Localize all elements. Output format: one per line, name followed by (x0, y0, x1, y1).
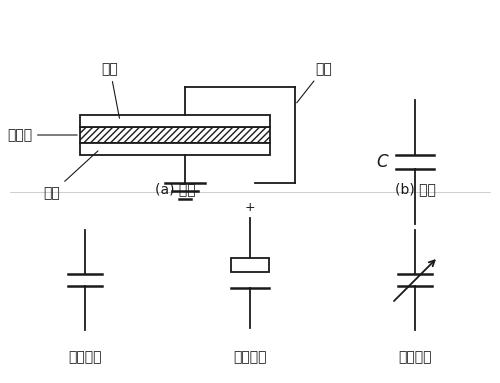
Text: 固定电容: 固定电容 (68, 350, 102, 364)
Text: 电解电容: 电解电容 (233, 350, 267, 364)
Bar (80, 143, 270, 155)
Bar (80, 115, 270, 127)
Text: (a) 结构: (a) 结构 (154, 182, 196, 196)
Text: C: C (376, 153, 388, 171)
Text: (b) 符号: (b) 符号 (394, 182, 436, 196)
Bar (231, 258, 269, 272)
Text: 可变电容: 可变电容 (398, 350, 432, 364)
Text: 电极: 电极 (102, 62, 119, 118)
Text: 电极: 电极 (44, 151, 98, 200)
Text: 介质层: 介质层 (7, 128, 77, 142)
Text: 引线: 引线 (296, 62, 332, 103)
Text: +: + (244, 201, 256, 214)
Bar (80, 127, 270, 143)
